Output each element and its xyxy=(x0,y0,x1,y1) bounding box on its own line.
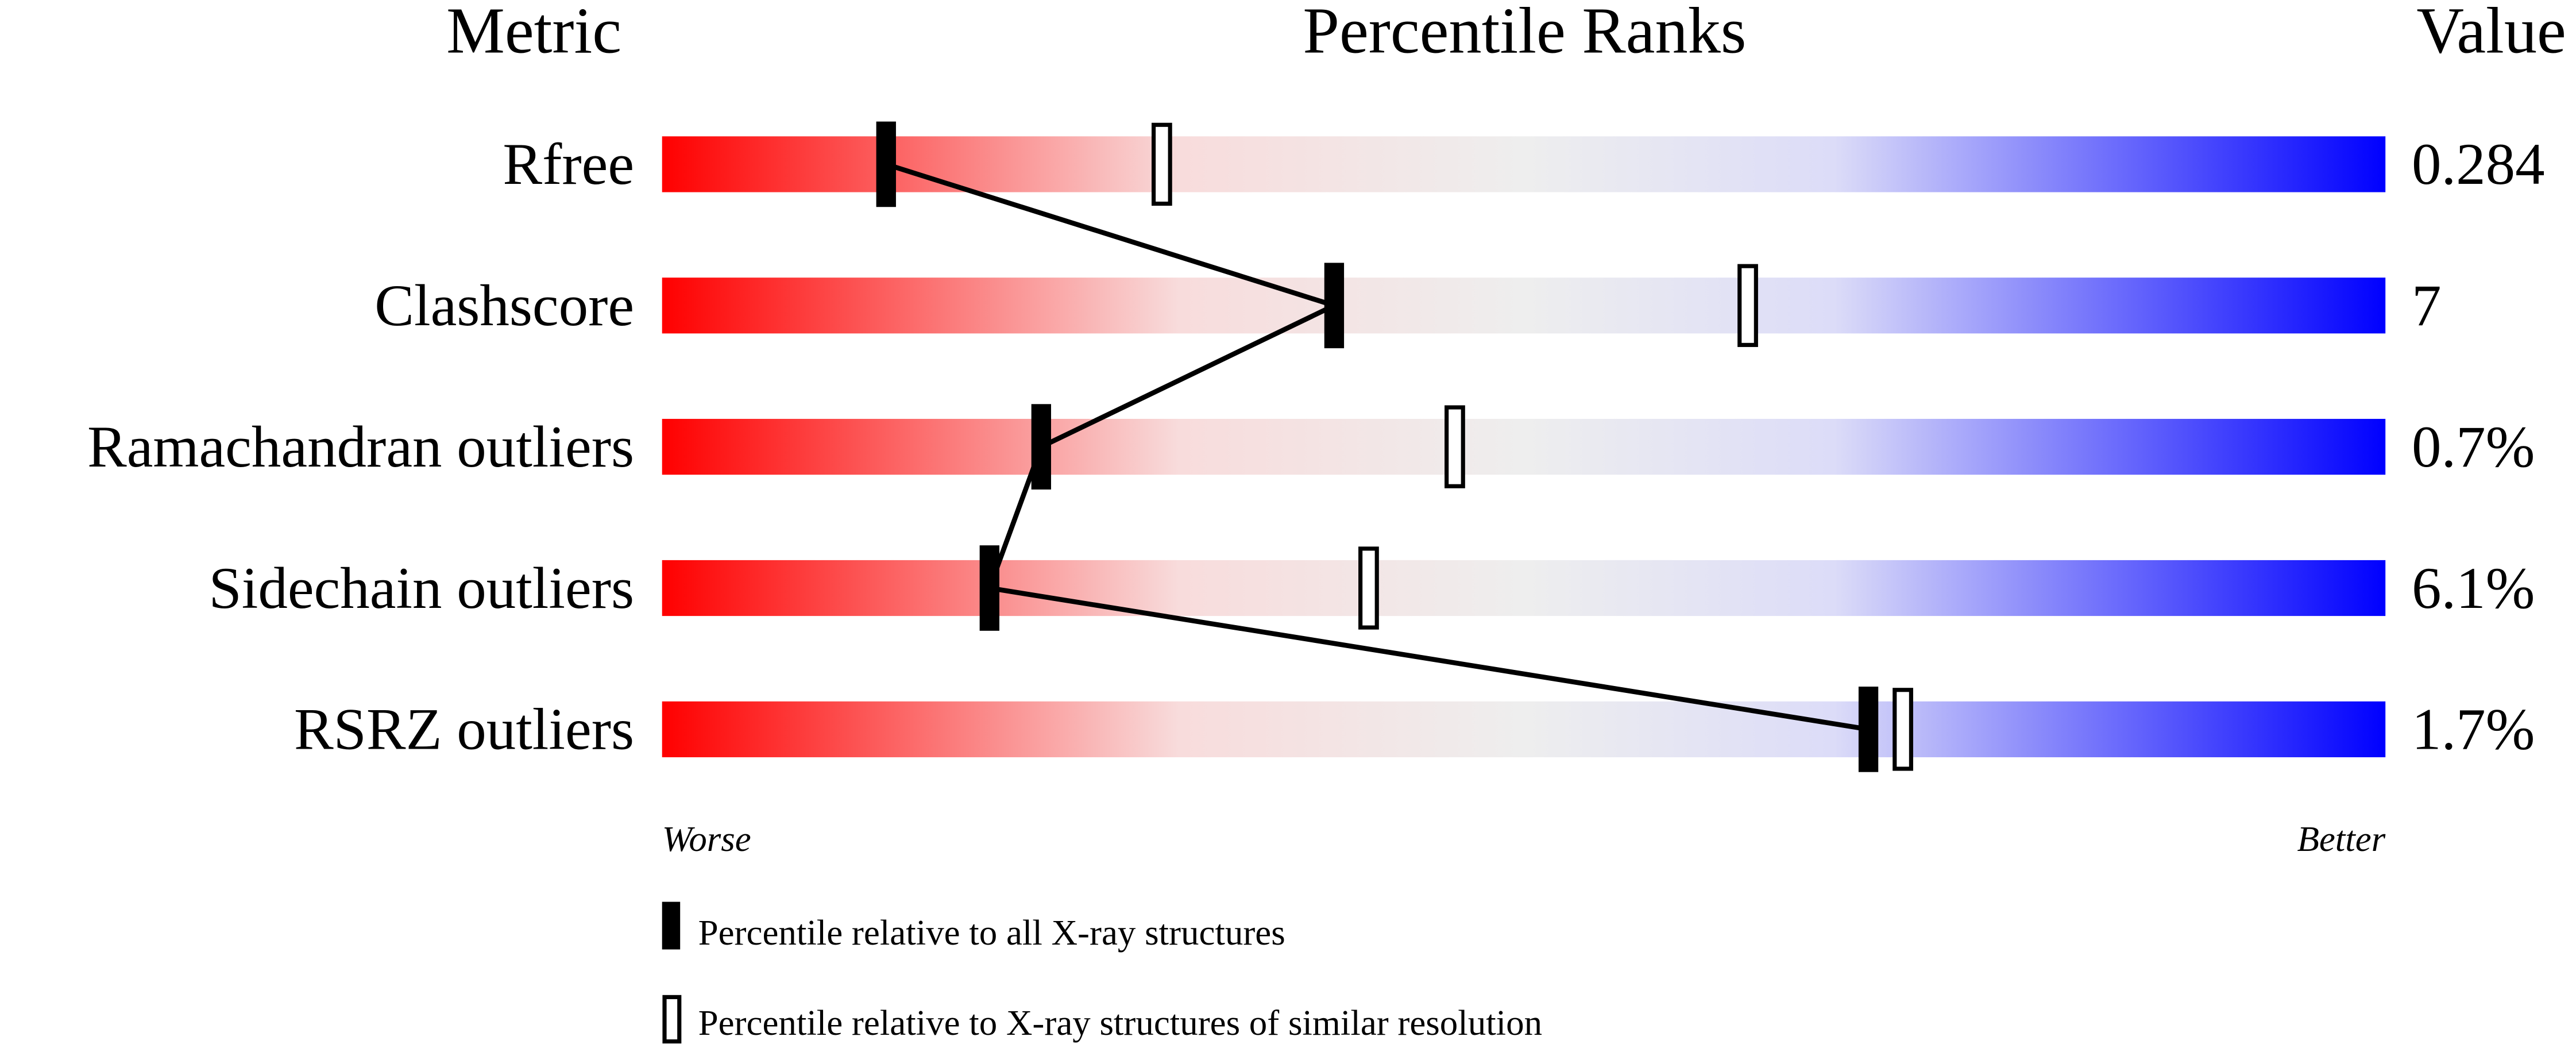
metric-label: Rfree xyxy=(503,132,634,197)
all-structures-marker xyxy=(979,545,999,631)
percentile-bar xyxy=(662,419,2386,475)
all-structures-marker xyxy=(876,121,896,207)
header-value: Value xyxy=(2416,0,2566,67)
legend-filled-label: Percentile relative to all X-ray structu… xyxy=(698,912,1285,953)
similar-resolution-marker xyxy=(1445,405,1465,488)
metric-value: 0.7% xyxy=(2412,414,2535,480)
metric-label: RSRZ outliers xyxy=(294,697,634,762)
all-structures-marker xyxy=(1031,404,1051,490)
percentile-bar xyxy=(662,560,2386,617)
similar-resolution-marker xyxy=(1151,122,1172,206)
metric-label: Clashscore xyxy=(374,273,634,338)
metric-value: 1.7% xyxy=(2412,697,2535,762)
metric-value: 6.1% xyxy=(2412,556,2535,621)
header-metric: Metric xyxy=(446,0,621,67)
percentile-bar xyxy=(662,136,2386,192)
all-structures-marker xyxy=(1324,263,1345,349)
percentile-bar xyxy=(662,701,2386,757)
percentile-bar xyxy=(662,278,2386,334)
better-label: Better xyxy=(2297,819,2385,859)
legend-filled-marker xyxy=(662,901,681,950)
metric-label: Sidechain outliers xyxy=(208,556,634,621)
legend-open-marker xyxy=(662,995,682,1044)
metric-value: 0.284 xyxy=(2412,132,2545,197)
similar-resolution-marker xyxy=(1358,546,1379,630)
worse-label: Worse xyxy=(662,819,751,859)
header-percentile-ranks: Percentile Ranks xyxy=(1303,0,1746,67)
metric-value: 7 xyxy=(2412,273,2441,338)
legend-open-label: Percentile relative to X-ray structures … xyxy=(698,1003,1542,1043)
all-structures-marker xyxy=(1858,687,1879,772)
metric-label: Ramachandran outliers xyxy=(87,414,634,480)
similar-resolution-marker xyxy=(1893,688,1913,771)
similar-resolution-marker xyxy=(1737,264,1758,347)
